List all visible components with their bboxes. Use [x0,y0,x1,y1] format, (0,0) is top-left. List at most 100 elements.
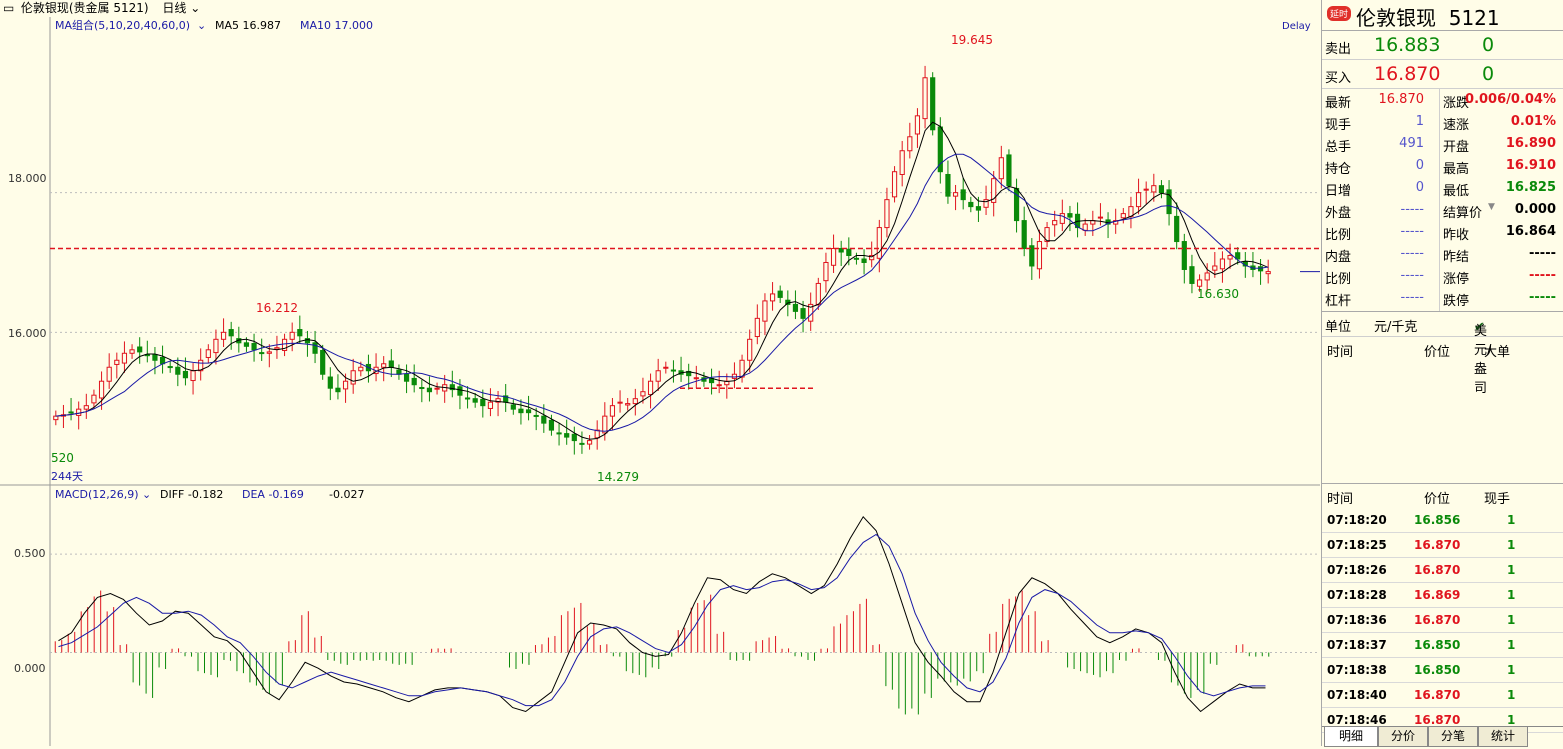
macd-label[interactable]: MACD(12,26,9) [55,488,139,501]
dea-legend: DEA -0.169 [242,488,304,501]
candle-up [1265,271,1271,275]
trade-price: 16.850 [1414,663,1461,677]
candle-up [190,370,196,382]
trade-row: 07:18:25 16.870 1 [1322,533,1563,558]
y-tick-18: 18.000 [8,172,47,185]
candle-down [960,189,966,201]
candle-up [663,366,669,369]
candle-up [281,338,288,351]
candle-up [991,178,997,203]
chevron-down-icon[interactable]: ⌄ [142,488,151,501]
candle-up [625,403,631,406]
trade-volume: 1 [1507,613,1516,627]
trades-header: 时间 价位 现手 [1322,483,1563,508]
stat-label: 外盘 [1325,206,1352,221]
candle-up [1036,241,1043,270]
stat-value: 16.910 [1505,158,1556,173]
trade-price: 16.869 [1414,588,1461,602]
candle-down [564,433,570,438]
chart-area[interactable]: MA组合(5,10,20,40,60,0) ⌄ MA5 16.987 MA10 … [0,17,1320,746]
stat-value: 16.870 [1378,92,1425,107]
candle-down [251,343,257,351]
trades-list[interactable]: 07:18:20 16.856 1 07:18:25 16.870 1 07:18:26 16… [1322,508,1563,733]
period-selector[interactable]: 日线 ⌄ [162,1,200,15]
trade-row: 07:18:40 16.870 1 [1322,683,1563,708]
chart-title: 伦敦银现(贵金属 5121) [20,1,149,15]
low-label: 14.279 [597,470,639,484]
ma-group-label[interactable]: MA组合(5,10,20,40,60,0) [55,18,190,32]
candle-up [815,282,821,305]
candle-down [228,329,234,337]
sell-label: 卖出 [1325,42,1352,57]
candle-up [869,255,875,261]
trade-volume: 1 [1507,663,1516,677]
candle-down [1158,185,1165,194]
chevron-down-icon[interactable]: ▼ [1488,202,1495,212]
sell-volume: 0 [1482,34,1495,56]
trades-section: 时间 价位 现手 07:18:20 16.856 1 07:18:25 16.870 1 0… [1322,483,1563,733]
trade-time: 07:18:40 [1327,688,1387,702]
candle-up [731,373,738,379]
candle-down [1181,241,1187,270]
candle-up [594,429,600,439]
quote-header: 延时 伦敦银现 5121 [1322,0,1563,31]
macd-value: -0.027 [329,488,364,501]
unit-value[interactable]: 元/千克 [1374,320,1418,335]
instrument-code: 5121 [1448,6,1500,30]
trade-time: 07:18:28 [1327,588,1387,602]
candle-up [655,370,661,382]
stat-row: 杠杆 ----- 跌停 ----- [1322,287,1563,309]
candle-down [297,329,303,337]
ma5-line [55,121,1269,440]
tab-tick[interactable]: 分笔 [1428,727,1478,747]
stat-label: 最低 [1443,184,1470,199]
col-big-order: 大单 [1484,345,1511,360]
candle-up [617,401,623,404]
stat-label: 持仓 [1325,162,1352,177]
candle-down [1189,266,1195,284]
trade-row: 07:18:20 16.856 1 [1322,508,1563,533]
candle-down [426,387,433,393]
sell-price: 16.883 [1374,34,1441,56]
candle-up [876,227,882,259]
candle-up [1204,272,1210,281]
buy-price: 16.870 [1374,63,1441,85]
trade-volume: 1 [1507,713,1516,727]
candle-down [853,257,860,260]
candle-down [571,433,577,442]
diff-legend: DIFF -0.182 [160,488,223,501]
stat-label: 速涨 [1443,118,1470,133]
chart-svg[interactable]: MA组合(5,10,20,40,60,0) ⌄ MA5 16.987 MA10 … [0,17,1320,746]
candle-down [800,308,806,319]
stat-label: 比例 [1325,272,1352,287]
stat-label: 最高 [1443,162,1470,177]
candle-down [335,387,341,393]
candle-up [274,347,280,350]
candle-up [381,363,387,368]
tab-detail[interactable]: 明细 [1324,727,1378,747]
candle-up [1135,192,1142,208]
stat-value: 16.864 [1505,224,1556,239]
stat-value: ----- [1400,202,1424,217]
instrument-name: 伦敦银现 5121 [1356,2,1500,31]
stat-label: 比例 [1325,228,1352,243]
candle-down [968,201,974,208]
window-icon[interactable]: ▭ [3,1,15,15]
y-tick-16: 16.000 [8,327,47,340]
candle-up [1059,213,1065,224]
trade-price: 16.870 [1414,563,1461,577]
candle-down [792,303,799,312]
chevron-down-icon: ⌄ [186,1,201,15]
candle-down [312,342,318,354]
chevron-down-icon[interactable]: ⌄ [197,19,206,32]
tab-stats[interactable]: 统计 [1478,727,1528,747]
stat-row: 现手 1 速涨 0.01% [1322,111,1563,133]
stat-row: 总手 491 开盘 16.890 [1322,133,1563,155]
tab-price-dist[interactable]: 分价 [1378,727,1428,747]
candle-down [548,419,555,431]
candle-up [1212,265,1218,271]
candle-up [342,380,349,390]
instrument-title: 伦敦银现 [1356,6,1436,30]
candle-up [693,377,699,380]
candle-up [91,394,97,404]
